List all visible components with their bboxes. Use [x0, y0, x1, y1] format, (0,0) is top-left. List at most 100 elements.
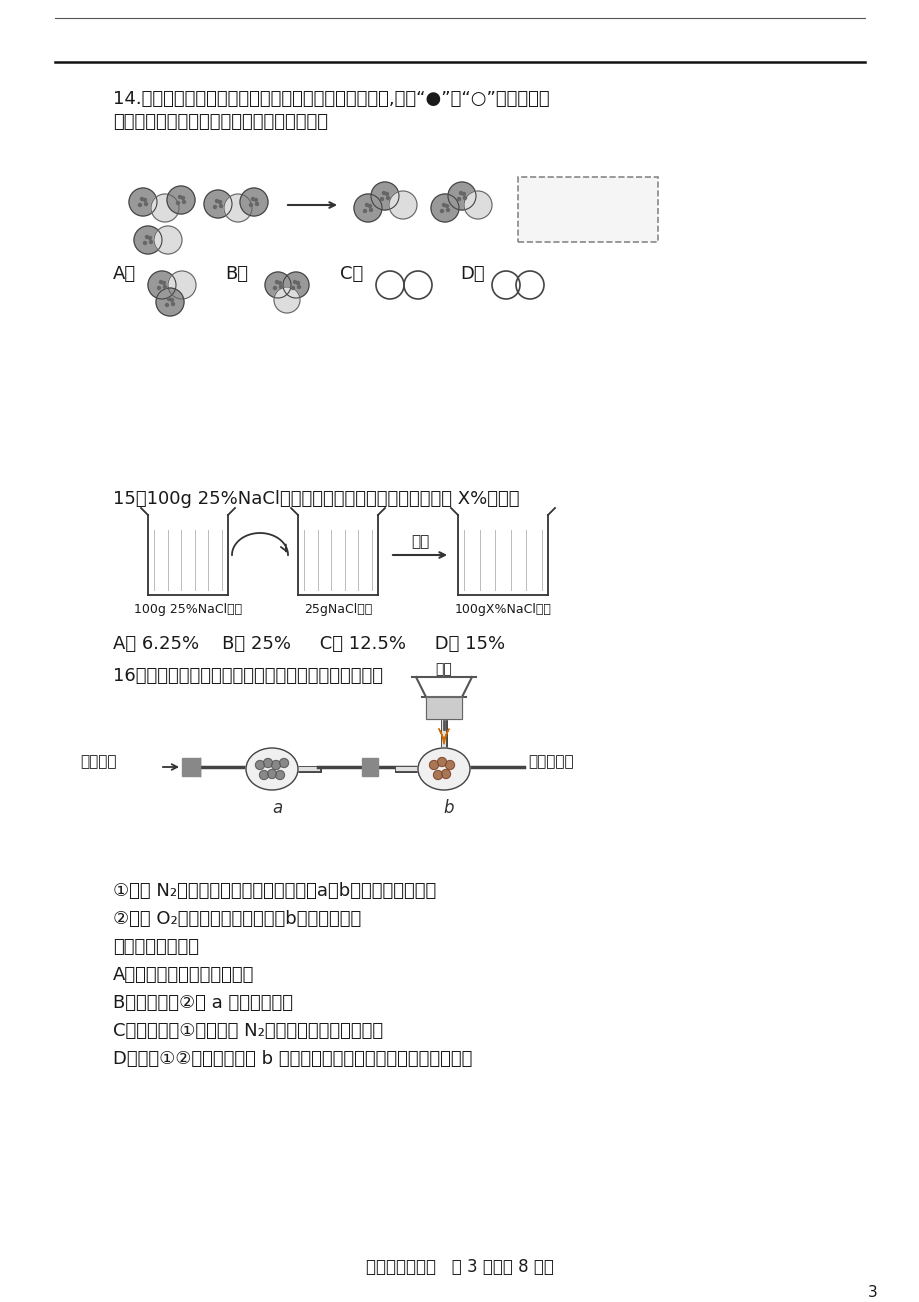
- Circle shape: [176, 202, 179, 204]
- Ellipse shape: [245, 749, 298, 790]
- Text: 3: 3: [868, 1285, 877, 1299]
- Text: 加水: 加水: [411, 534, 428, 549]
- Circle shape: [178, 195, 181, 198]
- Circle shape: [255, 760, 265, 769]
- Circle shape: [275, 280, 278, 284]
- Circle shape: [437, 758, 446, 767]
- Circle shape: [251, 198, 255, 201]
- Text: B．: B．: [225, 266, 248, 283]
- Circle shape: [143, 198, 146, 202]
- Circle shape: [165, 303, 168, 306]
- Circle shape: [296, 281, 300, 285]
- Circle shape: [271, 760, 280, 769]
- Circle shape: [380, 198, 383, 201]
- Circle shape: [442, 203, 445, 207]
- Bar: [425, 697, 461, 719]
- Text: C．: C．: [340, 266, 363, 283]
- Circle shape: [219, 201, 221, 203]
- Polygon shape: [438, 729, 448, 743]
- Circle shape: [441, 769, 450, 779]
- Circle shape: [446, 208, 449, 211]
- Circle shape: [363, 210, 366, 212]
- Circle shape: [259, 771, 268, 780]
- Text: ②改通 O₂片刻，息灭酒精灯后，b中红磷燃烧。: ②改通 O₂片刻，息灭酒精灯后，b中红磷燃烧。: [113, 910, 361, 928]
- Circle shape: [457, 198, 460, 201]
- Circle shape: [369, 204, 371, 207]
- Circle shape: [291, 286, 294, 289]
- Circle shape: [163, 281, 165, 285]
- Circle shape: [385, 193, 388, 195]
- Bar: [182, 758, 199, 776]
- Circle shape: [403, 271, 432, 299]
- Circle shape: [278, 281, 281, 285]
- Circle shape: [157, 286, 160, 289]
- Circle shape: [143, 241, 146, 245]
- Circle shape: [164, 285, 166, 289]
- Circle shape: [462, 193, 465, 195]
- Circle shape: [273, 286, 277, 289]
- Circle shape: [223, 194, 252, 223]
- Circle shape: [274, 286, 300, 312]
- Circle shape: [293, 280, 296, 284]
- Circle shape: [370, 182, 399, 210]
- Text: b: b: [443, 799, 454, 816]
- Text: A． 6.25%    B． 25%     C． 12.5%     D． 15%: A． 6.25% B． 25% C． 12.5% D． 15%: [113, 635, 505, 654]
- Circle shape: [265, 272, 290, 298]
- Circle shape: [463, 191, 492, 219]
- Circle shape: [255, 198, 257, 202]
- Text: 下列说法错误的是: 下列说法错误的是: [113, 937, 199, 956]
- Circle shape: [129, 187, 157, 216]
- Circle shape: [382, 191, 385, 194]
- Circle shape: [275, 771, 284, 780]
- Circle shape: [182, 201, 186, 203]
- Circle shape: [263, 759, 272, 767]
- Text: 通入气体: 通入气体: [80, 754, 117, 769]
- Circle shape: [516, 271, 543, 299]
- Text: ①通入 N₂，点燃酒精灯，一段时间后，a、b中均无明显现象；: ①通入 N₂，点燃酒精灯，一段时间后，a、b中均无明显现象；: [113, 881, 436, 900]
- Text: 九年级化学试题   第 3 页（共 8 页）: 九年级化学试题 第 3 页（共 8 页）: [366, 1258, 553, 1276]
- Circle shape: [430, 194, 459, 223]
- Circle shape: [463, 197, 466, 199]
- Circle shape: [156, 288, 184, 316]
- Bar: [425, 697, 461, 719]
- Circle shape: [440, 210, 443, 212]
- Text: 16．依据如图进行实验（夹持仪器略去）。实验过程：: 16．依据如图进行实验（夹持仪器略去）。实验过程：: [113, 667, 382, 685]
- Circle shape: [148, 237, 152, 240]
- Text: 接吸收装置: 接吸收装置: [528, 754, 573, 769]
- Text: D．: D．: [460, 266, 484, 283]
- Text: B．实验过程②的 a 中无明显现象: B．实验过程②的 a 中无明显现象: [113, 993, 292, 1012]
- Text: D．对比①②两个实验过程 b 中的实验现象，可知红磷不易与氮气反应: D．对比①②两个实验过程 b 中的实验现象，可知红磷不易与氮气反应: [113, 1049, 471, 1068]
- Circle shape: [297, 285, 301, 289]
- Circle shape: [213, 206, 216, 208]
- Circle shape: [283, 272, 309, 298]
- Circle shape: [389, 191, 416, 219]
- Circle shape: [386, 197, 389, 199]
- Circle shape: [204, 190, 232, 217]
- Circle shape: [267, 769, 277, 779]
- Circle shape: [279, 759, 289, 767]
- Text: A．红磷燃烧，产生大量白雾: A．红磷燃烧，产生大量白雾: [113, 966, 254, 984]
- Circle shape: [492, 271, 519, 299]
- Circle shape: [448, 182, 475, 210]
- Circle shape: [139, 203, 142, 207]
- Circle shape: [181, 197, 185, 199]
- Circle shape: [240, 187, 267, 216]
- Circle shape: [249, 203, 252, 207]
- Circle shape: [144, 203, 147, 206]
- Text: 100g 25%NaCl溶液: 100g 25%NaCl溶液: [134, 603, 242, 616]
- Circle shape: [151, 194, 179, 223]
- Circle shape: [445, 760, 454, 769]
- Circle shape: [149, 241, 153, 243]
- Circle shape: [170, 298, 174, 302]
- Text: C．实验过程①要先通入 N₂一段时间，再点燃酒精灯: C．实验过程①要先通入 N₂一段时间，再点燃酒精灯: [113, 1022, 382, 1040]
- Text: 红磷: 红磷: [436, 661, 452, 676]
- Bar: [361, 758, 378, 776]
- Circle shape: [167, 297, 170, 301]
- Circle shape: [255, 203, 258, 206]
- Circle shape: [369, 208, 372, 211]
- Text: 15．100g 25%NaCl溶液如图处理后，所得溶液质量分数 X%的值是: 15．100g 25%NaCl溶液如图处理后，所得溶液质量分数 X%的值是: [113, 490, 519, 508]
- Circle shape: [215, 199, 219, 203]
- Circle shape: [429, 760, 438, 769]
- Ellipse shape: [417, 749, 470, 790]
- Text: 100gX%NaCl溶液: 100gX%NaCl溶液: [454, 603, 550, 616]
